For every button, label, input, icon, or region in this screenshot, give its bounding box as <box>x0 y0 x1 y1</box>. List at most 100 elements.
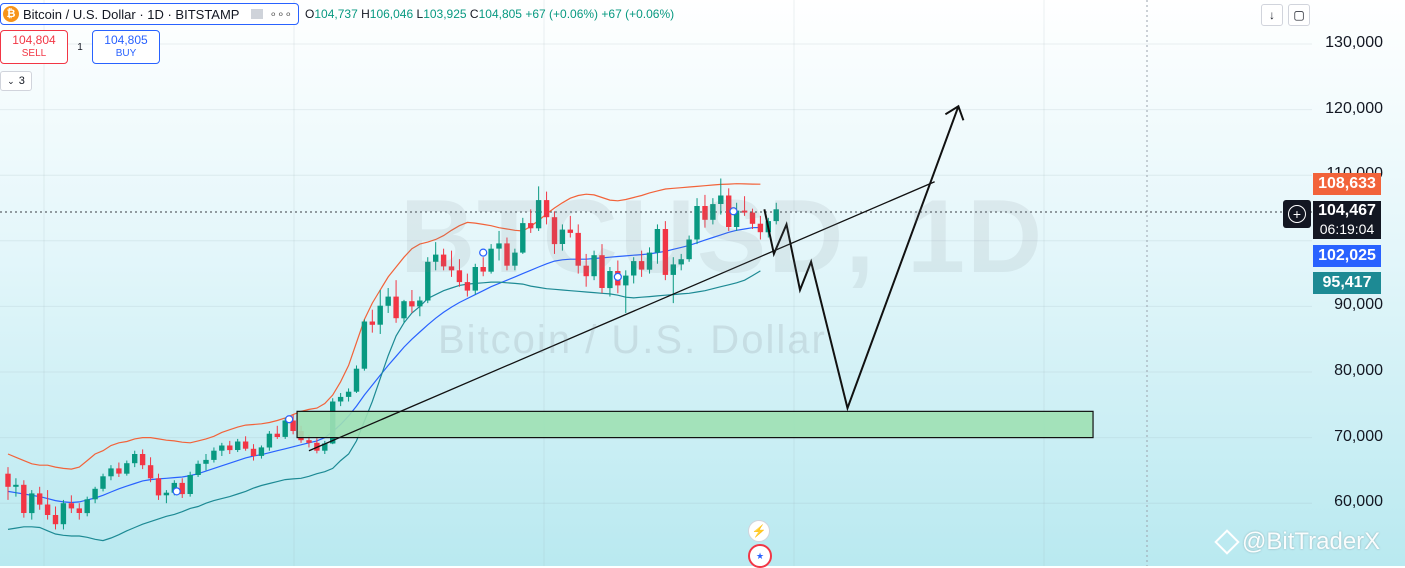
candle-body <box>60 503 67 525</box>
watermark-symbol: BTCUSD, 1D <box>400 179 1045 295</box>
candle-body <box>100 476 106 489</box>
candle-body <box>512 252 518 266</box>
candle-body <box>741 210 748 213</box>
candle-body <box>108 468 114 477</box>
candle-body <box>520 223 526 253</box>
candle-body <box>448 266 455 271</box>
candle-body <box>480 267 486 272</box>
projection-path <box>763 105 960 412</box>
fullscreen-icon[interactable]: ▢ <box>1288 4 1310 26</box>
candle-body <box>5 473 11 487</box>
buy-label: BUY <box>115 48 137 59</box>
candle-body <box>535 200 542 229</box>
candle-body <box>710 204 716 220</box>
signal-marker <box>172 487 181 496</box>
candle-body <box>235 441 241 450</box>
trend-line <box>308 181 935 452</box>
candle-body <box>337 396 344 402</box>
signal-marker <box>285 415 294 424</box>
candle-body <box>559 229 566 244</box>
candle-body <box>132 454 138 464</box>
candle-body <box>76 508 82 513</box>
candle-body <box>147 465 154 479</box>
close-value: 104,805 <box>478 7 522 21</box>
candle-body <box>638 261 645 270</box>
candle-body <box>528 223 534 229</box>
candle-body <box>242 441 249 449</box>
candle-body <box>654 229 661 253</box>
bitcoin-icon: ₿ <box>3 6 19 22</box>
candle-body <box>393 296 399 319</box>
candle-body <box>733 210 740 227</box>
price-label: 102,025 <box>1313 245 1381 267</box>
last-price-value: 104,467 <box>1318 202 1376 219</box>
candle-body <box>575 232 581 266</box>
candle-body <box>369 321 375 325</box>
candle-body <box>583 265 589 277</box>
candle-body <box>203 459 209 464</box>
candle-body <box>567 229 573 233</box>
ohlc-values: O104,737 H106,046 L103,925 C104,805 +67 … <box>305 7 674 21</box>
more-icon[interactable]: ∘∘∘ <box>269 7 293 21</box>
price-label: 104,467 06:19:04 <box>1313 201 1381 239</box>
candle-body <box>409 301 415 307</box>
candle-body <box>662 229 669 275</box>
candle-body <box>646 252 653 270</box>
candle-body <box>219 445 225 451</box>
candle-body <box>631 261 637 276</box>
projection-arrow-head <box>944 104 965 121</box>
flag-icon[interactable] <box>251 9 264 19</box>
candle-body <box>124 463 130 474</box>
lightning-icon[interactable]: ⚡ <box>748 520 770 542</box>
us-flag-icon[interactable]: ★ <box>748 544 772 568</box>
add-alert-button[interactable]: + <box>1283 200 1311 228</box>
candle-body <box>417 300 423 307</box>
candle-body <box>401 301 407 319</box>
candle-body <box>726 195 732 227</box>
candle-body <box>718 195 724 204</box>
candle-body <box>44 504 51 515</box>
symbol-legend[interactable]: ₿ Bitcoin / U.S. Dollar · 1D · BITSTAMP … <box>0 3 300 25</box>
close-key: C <box>469 7 479 21</box>
sell-price: 104,804 <box>12 33 56 47</box>
candle-body <box>678 259 684 265</box>
buy-button[interactable]: 104,805 BUY <box>92 30 160 64</box>
download-arrow-icon[interactable]: ↓ <box>1261 4 1283 26</box>
sell-button[interactable]: 104,804 SELL <box>0 30 68 64</box>
candle-body <box>425 261 431 301</box>
diamond-logo-icon <box>1214 529 1240 555</box>
signal-marker <box>613 272 622 281</box>
sell-label: SELL <box>21 48 47 59</box>
candle-body <box>306 440 312 443</box>
y-tick-label: 90,000 <box>1334 296 1383 314</box>
candle-body <box>155 478 162 496</box>
signal-marker <box>479 248 488 257</box>
low-key: L <box>416 7 424 21</box>
candle-body <box>361 321 368 369</box>
open-value: 104,737 <box>314 7 358 21</box>
candle-body <box>227 445 233 451</box>
candle-body <box>211 450 217 460</box>
author-handle: @BitTraderX <box>1214 528 1381 556</box>
candle-body <box>377 305 383 325</box>
bollinger-upper-line <box>7 183 761 470</box>
candle-body <box>757 223 764 233</box>
candle-body <box>171 482 177 493</box>
candle-body <box>504 243 510 266</box>
candle-body <box>68 503 75 509</box>
candle-body <box>187 475 193 494</box>
support-zone <box>296 410 1094 439</box>
handle-text: @BitTraderX <box>1242 528 1381 555</box>
candle-body <box>440 254 447 267</box>
candle-body <box>282 420 288 437</box>
candle-body <box>456 270 463 283</box>
high-key: H <box>361 7 370 21</box>
countdown-timer: 06:19:04 <box>1319 221 1375 237</box>
y-tick-label: 130,000 <box>1325 34 1383 51</box>
indicators-toggle[interactable]: ⌄ 3 <box>0 71 32 91</box>
y-tick-label: 80,000 <box>1334 362 1383 379</box>
candle-body <box>139 454 146 466</box>
candle-body <box>551 217 558 245</box>
candle-body <box>607 271 613 289</box>
